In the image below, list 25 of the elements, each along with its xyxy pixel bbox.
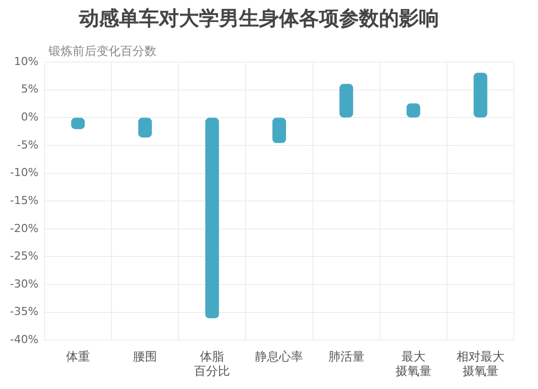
y-tick-label: -20% [10, 222, 38, 235]
bar [205, 118, 219, 318]
y-tick-label: -15% [10, 194, 38, 207]
y-tick-label: 10% [14, 54, 38, 68]
bar [272, 118, 286, 144]
y-axis-title: 锻炼前后变化百分数 [47, 44, 156, 58]
y-tick-label: -35% [10, 305, 38, 318]
bar [339, 84, 354, 118]
x-tick-label: 肺活量 [328, 350, 364, 364]
y-tick-label: -5% [16, 138, 38, 152]
x-tick-label: 相对最大摄氧量 [456, 350, 504, 378]
x-tick-label: 最大摄氧量 [395, 350, 432, 378]
x-tick-label: 体重 [66, 350, 90, 364]
bar [474, 72, 488, 118]
y-tick-label: -10% [10, 166, 38, 180]
x-tick-label: 体脂百分比 [194, 350, 230, 378]
y-tick-label: -25% [10, 250, 38, 263]
x-tick-label: 腰围 [133, 350, 158, 364]
y-tick-label: 0% [20, 110, 38, 124]
chart-title: 动感单车对大学男生身体各项参数的影响 [78, 6, 439, 30]
y-tick-label: 5% [20, 82, 38, 96]
bar [138, 118, 152, 138]
y-tick-label: -30% [10, 277, 38, 290]
y-tick-label: -40% [10, 333, 38, 346]
x-tick-label: 静息心率 [255, 350, 304, 364]
